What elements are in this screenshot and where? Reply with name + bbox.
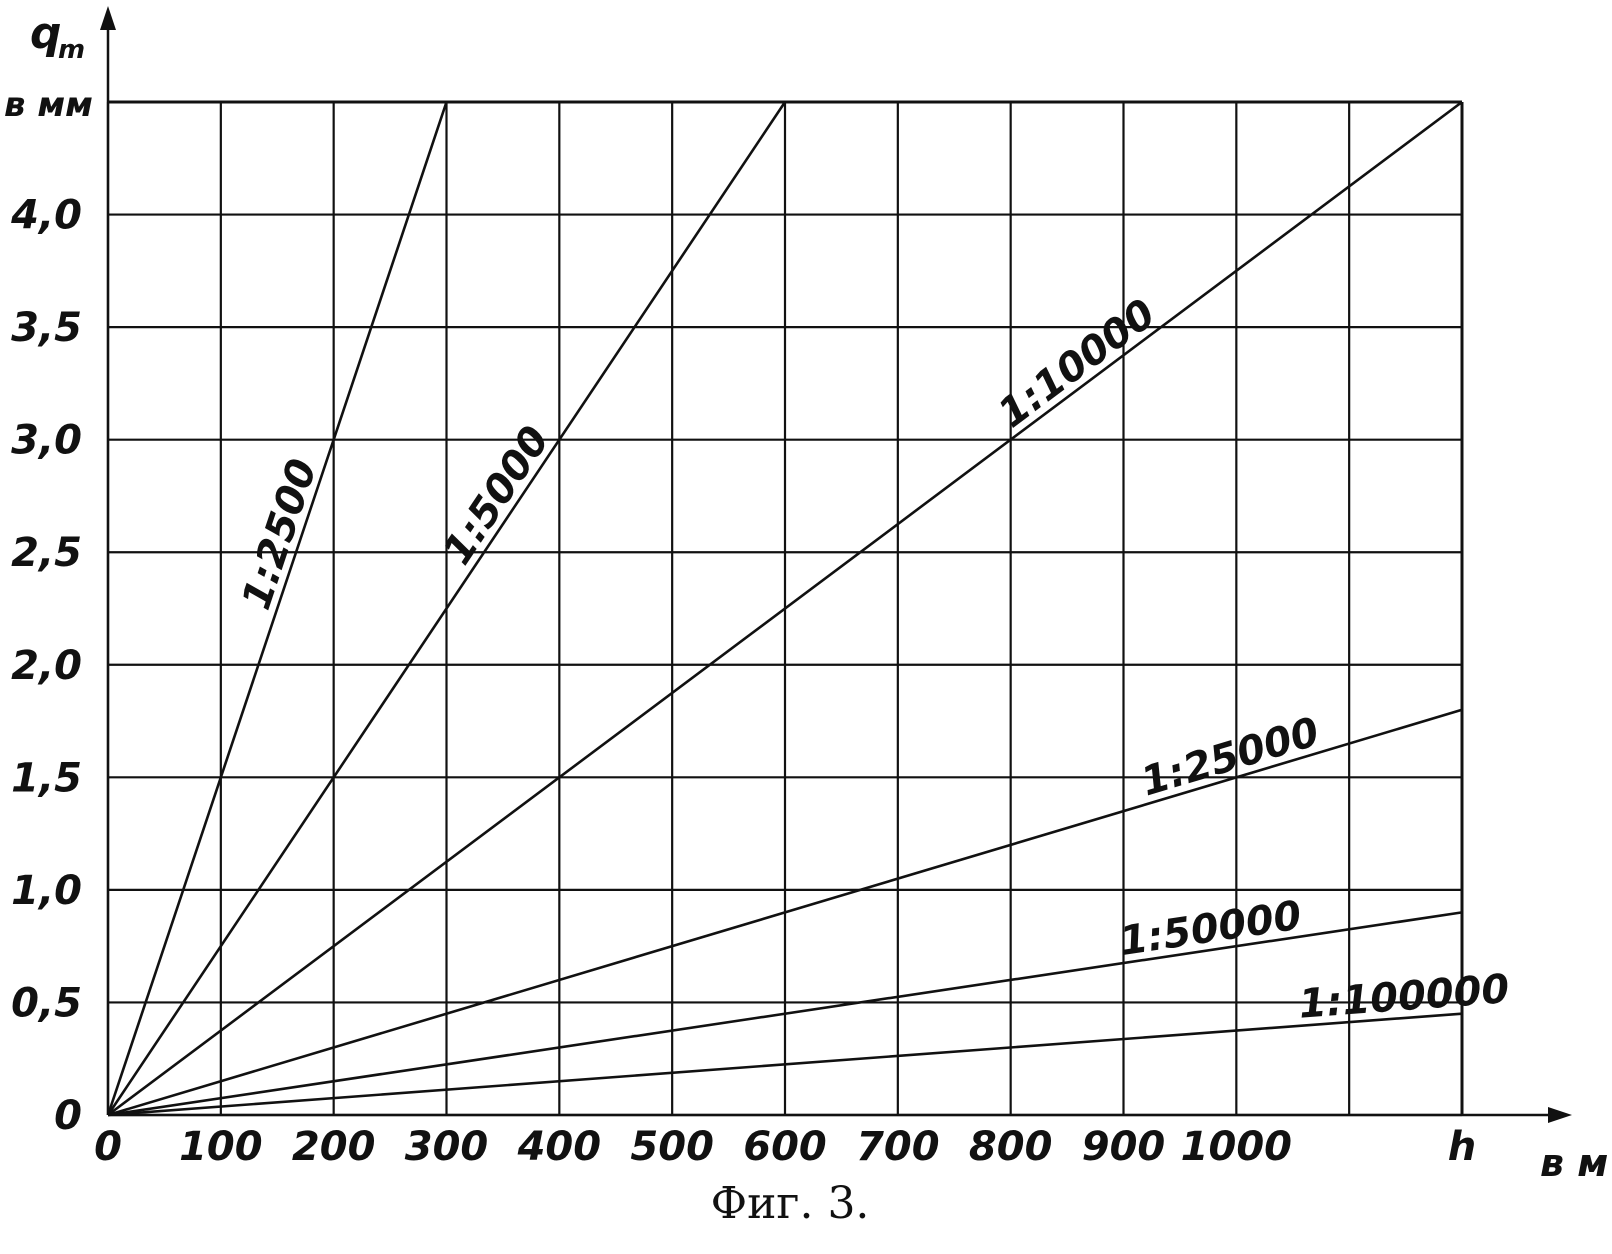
series-label: 1:50000 bbox=[1117, 892, 1305, 965]
y-tick-label: 0,5 bbox=[11, 980, 82, 1026]
x-tick-label: 100 bbox=[179, 1124, 263, 1170]
y-tick-label: 3,0 bbox=[11, 418, 82, 464]
x-tick-label: 1000 bbox=[1181, 1124, 1292, 1170]
series-label: 1:2500 bbox=[233, 453, 326, 615]
axes bbox=[100, 6, 1572, 1123]
x-tick-label: h bbox=[1448, 1124, 1476, 1170]
series-line bbox=[107, 100, 1463, 1117]
x-tick-label: 600 bbox=[743, 1124, 827, 1170]
y-tick-label: 1,5 bbox=[11, 755, 82, 801]
y-axis-subscript: m bbox=[58, 35, 85, 65]
y-axis-unit: в мм bbox=[4, 85, 93, 125]
figure-caption: Фиг. 3. bbox=[711, 1178, 870, 1229]
series-label: 1:25000 bbox=[1136, 709, 1325, 806]
y-tick-labels: 0 0,5 1,0 1,5 2,0 2,5 3,0 3,5 4,0 bbox=[10, 193, 82, 1139]
x-tick-label: 300 bbox=[405, 1124, 489, 1170]
x-axis-unit: в м bbox=[1540, 1141, 1608, 1185]
x-tick-labels: 0 100 200 300 400 500 600 700 800 900 1000 h bbox=[94, 1124, 1476, 1170]
series-line bbox=[107, 911, 1463, 1117]
y-tick-label: 3,5 bbox=[11, 305, 82, 351]
series-line bbox=[106, 101, 787, 1116]
series-group bbox=[106, 100, 1463, 1117]
y-tick-label: 2,5 bbox=[11, 530, 82, 576]
series-label: 1:10000 bbox=[990, 291, 1164, 437]
x-tick-label: 700 bbox=[856, 1124, 940, 1170]
x-tick-label: 400 bbox=[517, 1124, 602, 1170]
series-line bbox=[106, 101, 448, 1116]
x-tick-label: 0 bbox=[94, 1124, 122, 1170]
series-label: 1:5000 bbox=[435, 418, 559, 573]
series-labels: 1:2500 1:5000 1:10000 1:25000 1:500001:10000… bbox=[233, 291, 1510, 1028]
x-axis-arrow bbox=[1548, 1107, 1572, 1123]
series-line bbox=[107, 1012, 1463, 1117]
x-tick-label: 900 bbox=[1082, 1124, 1166, 1170]
series-line bbox=[107, 708, 1463, 1117]
x-tick-label: 200 bbox=[292, 1124, 376, 1170]
x-tick-label: 800 bbox=[969, 1124, 1053, 1170]
y-tick-label: 2,0 bbox=[11, 643, 82, 689]
series-label: 1:100000 bbox=[1297, 966, 1511, 1028]
x-tick-label: 500 bbox=[630, 1124, 714, 1170]
y-tick-label: 1,0 bbox=[11, 868, 82, 914]
y-tick-label: 4,0 bbox=[10, 193, 82, 239]
y-axis-arrow bbox=[100, 6, 116, 30]
y-axis-symbol: q bbox=[30, 8, 62, 59]
y-tick-label: 0 bbox=[54, 1093, 82, 1139]
